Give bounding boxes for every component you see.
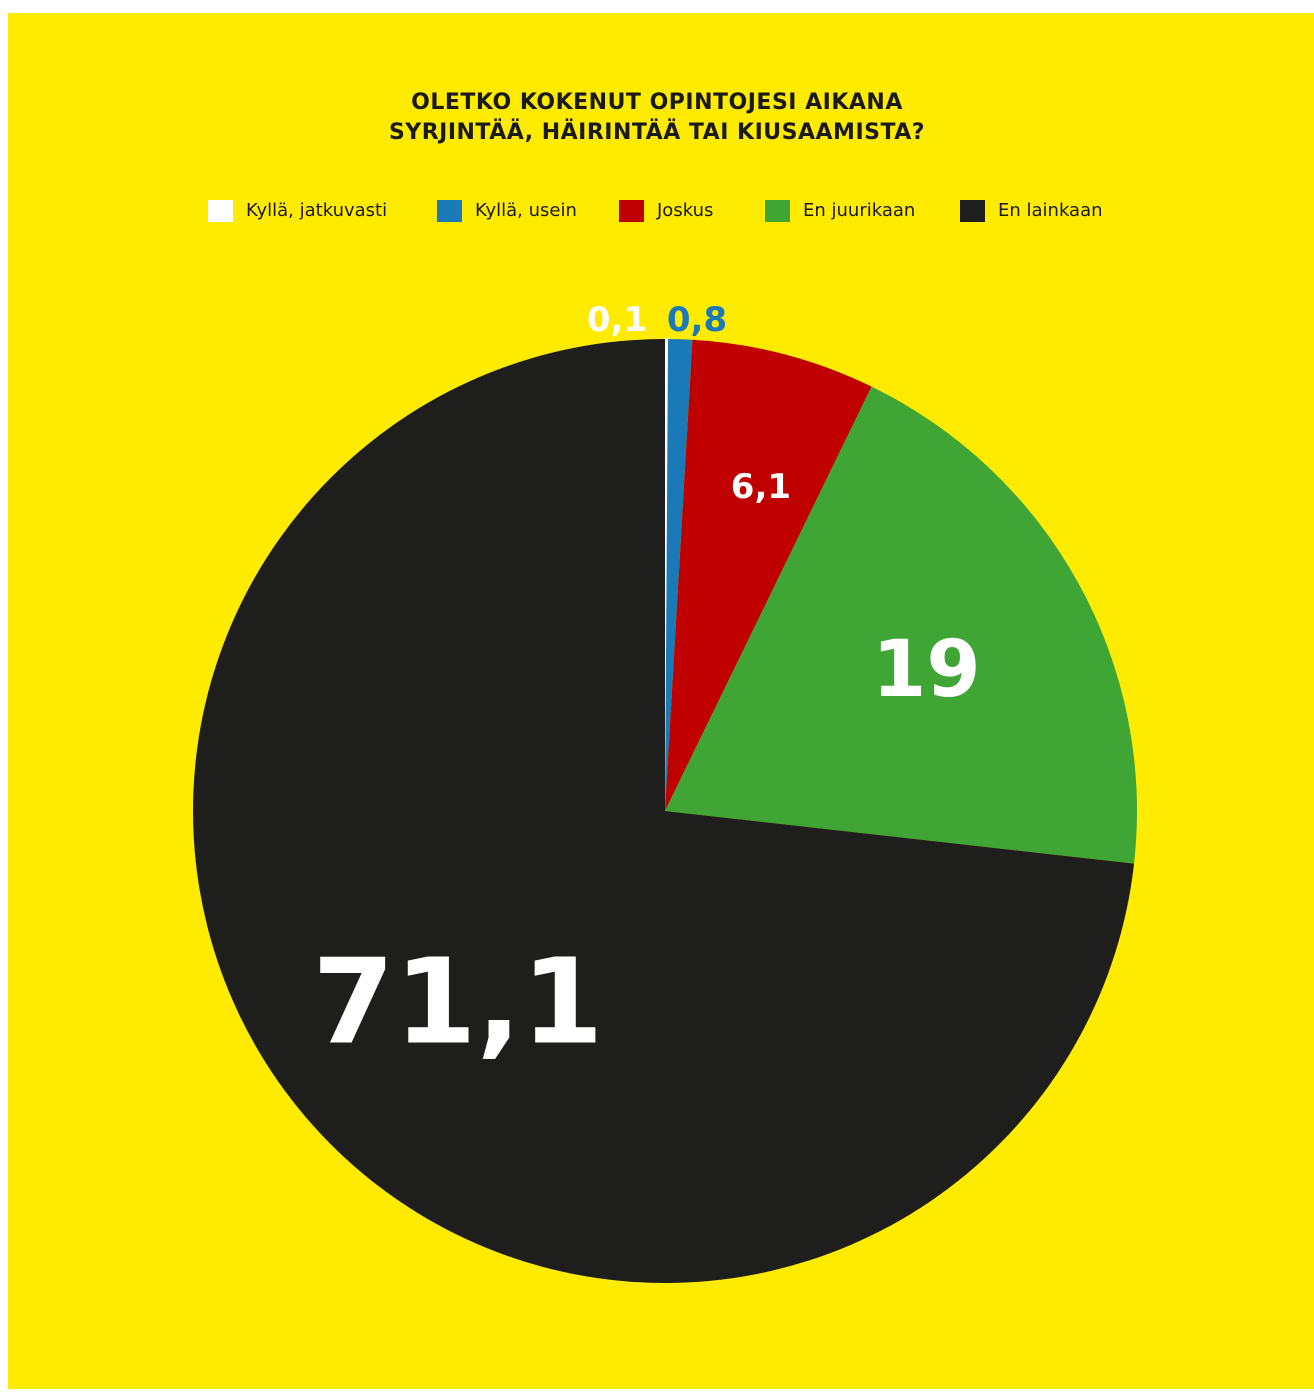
data-label-kylla-usein: 0,8: [667, 300, 727, 340]
legend-swatch: [619, 200, 644, 222]
data-label-en-juurikaan: 19: [872, 625, 981, 715]
data-label-en-lainkaan: 71,1: [312, 932, 603, 1070]
data-label-joskus: 6,1: [731, 467, 791, 507]
pie-slice-kylla-jatkuvasti: [664, 338, 669, 812]
chart-title: OLETKO KOKENUT OPINTOJESI AIKANA SYRJINT…: [0, 88, 1314, 148]
pie-slice-en-lainkaan: [192, 339, 1135, 1284]
pie-slice-kylla-usein: [665, 339, 693, 811]
data-label-kylla-jatkuvasti: 0,1: [587, 300, 647, 340]
chart-title-line-1: OLETKO KOKENUT OPINTOJESI AIKANA: [411, 90, 903, 115]
legend-swatch: [960, 200, 985, 222]
pie-slice-en-juurikaan: [665, 386, 1137, 864]
legend-label: En juurikaan: [803, 200, 916, 221]
legend-swatch: [437, 200, 462, 222]
legend-label: Joskus: [657, 200, 714, 221]
legend-label: En lainkaan: [998, 200, 1103, 221]
legend-label: Kyllä, usein: [475, 200, 577, 221]
legend-label: Kyllä, jatkuvasti: [246, 200, 388, 221]
legend-swatch: [765, 200, 790, 222]
pie-slice-joskus: [665, 339, 872, 811]
chart-title-line-2: SYRJINTÄÄ, HÄIRINTÄÄ TAI KIUSAAMISTA?: [388, 120, 926, 145]
legend-swatch: [208, 200, 233, 222]
